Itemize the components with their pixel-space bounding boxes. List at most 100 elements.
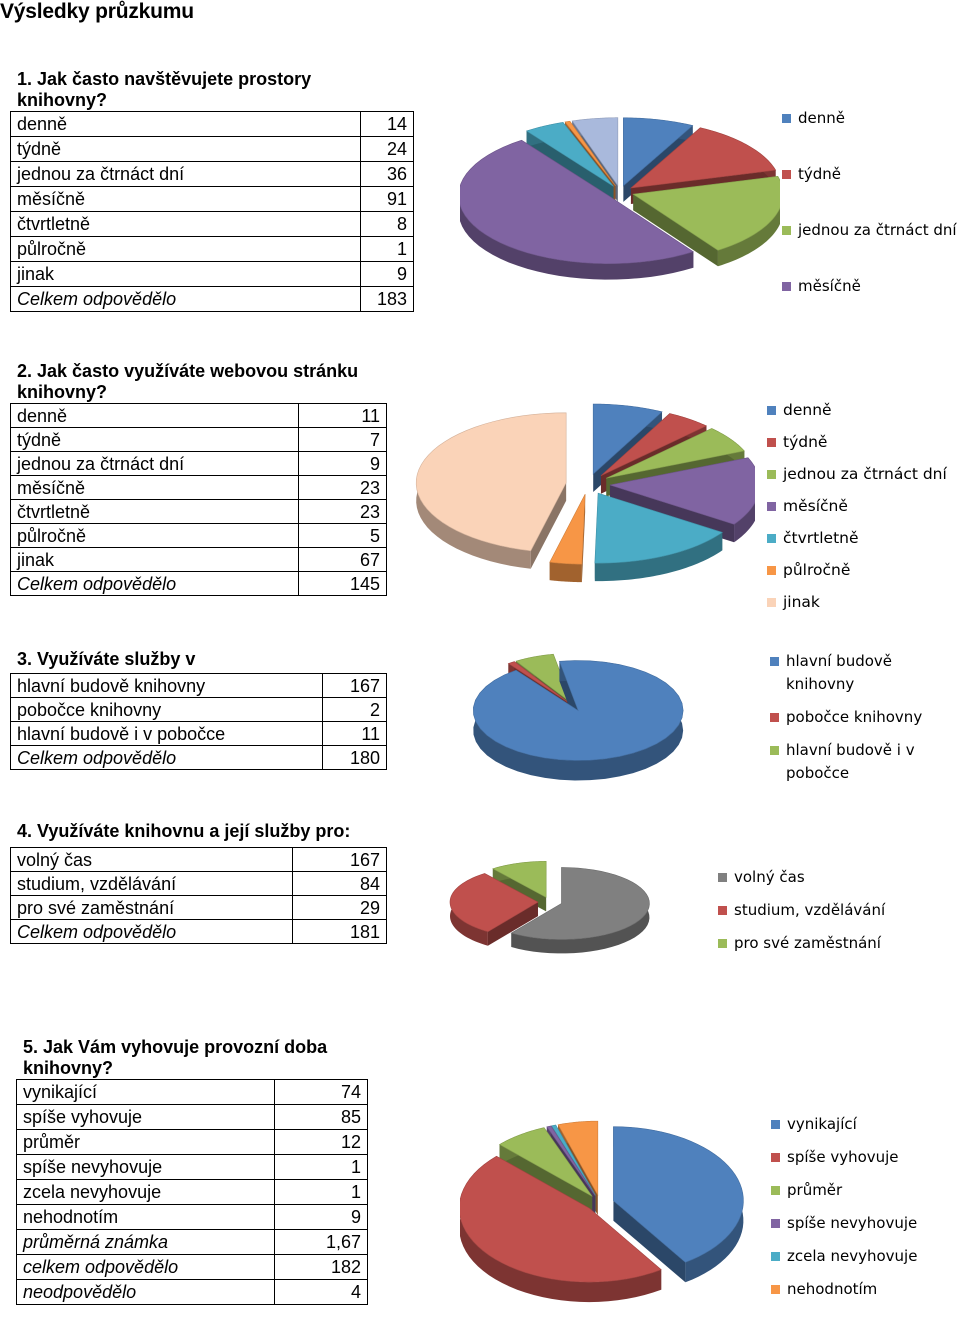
row-label: spíše nevyhovuje [16,1154,275,1180]
table-row: studium, vzdělávání 84 [10,871,387,896]
results-table: vynikající 74 spíše vyhovuje 85 průměr 12 spíš… [16,1079,368,1305]
legend-swatch [771,1219,780,1228]
legend-item: vynikající [771,1113,951,1136]
row-value: 29 [292,895,387,920]
row-value: 167 [322,673,387,698]
legend-item: hlavní budově i v pobočce [770,739,940,785]
legend-swatch [782,226,791,235]
table-row: pobočce knihovny 2 [10,697,387,722]
row-label: hlavní budově knihovny [10,673,323,698]
pie-chart-branches [473,653,684,781]
pie-slice [415,412,567,569]
pie-chart-opening-hours [460,1120,744,1303]
row-label: půlročně [10,236,361,262]
legend-label: studium, vzdělávání [734,901,886,919]
table-row: týdně 24 [10,136,414,162]
legend-item: jednou za čtrnáct dní [767,463,959,486]
legend-swatch [782,282,791,291]
legend-swatch [770,713,779,722]
row-value: 2 [322,697,387,722]
results-table: hlavní budově knihovny 167 pobočce knihovn… [10,673,387,770]
row-label: půlročně [10,523,299,548]
question-title: 5. Jak Vám vyhovuje provozní doba knihov… [23,1037,328,1078]
pie-slice [473,660,684,781]
table-row: hlavní budově i v pobočce 11 [10,721,387,746]
pie-slice [460,1155,662,1303]
legend-label: hlavní budově i v pobočce [786,741,915,782]
row-label: Celkem odpovědělo [10,919,293,944]
question-title: 3. Využíváte služby v [17,649,196,669]
row-value: 5 [298,523,387,548]
legend-swatch [767,566,776,575]
row-value: 1,67 [274,1229,368,1255]
table-row: denně 11 [10,403,387,428]
table-row: měsíčně 91 [10,186,414,212]
table-row: půlročně 1 [10,236,414,262]
legend-item: volný čas [718,866,918,889]
table-row: pro své zaměstnání 29 [10,895,387,920]
row-label: studium, vzdělávání [10,871,293,896]
table-row: jednou za čtrnáct dní 36 [10,161,414,187]
row-label: jinak [10,547,299,572]
legend-label: denně [783,401,832,419]
legend-swatch [767,438,776,447]
row-value: 1 [360,236,414,262]
legend-label: týdně [783,433,828,451]
row-value: 36 [360,161,414,187]
question-title: 1. Jak často navštěvujete prostory kniho… [17,69,312,110]
legend-swatch [718,906,727,915]
row-value: 183 [360,286,414,312]
pie-slice [460,139,695,280]
table-row: spíše vyhovuje 85 [16,1104,368,1130]
pie-slice [594,492,723,582]
legend-label: měsíčně [798,277,861,295]
row-label: denně [10,111,361,137]
row-value: 91 [360,186,414,212]
table-row: půlročně 5 [10,523,387,548]
row-value: 23 [298,475,387,500]
legend-item: nehodnotím [771,1278,951,1301]
legend-label: měsíčně [783,497,848,515]
legend-item: půlročně [767,559,959,582]
legend-label: jednou za čtrnáct dní [798,221,957,239]
row-label: Celkem odpovědělo [10,745,323,770]
chart-legend: denně týdně jednou za čtrnáct dní měsíčně [782,107,957,331]
table-row: hlavní budově knihovny 167 [10,673,387,698]
row-label: neodpovědělo [16,1279,275,1305]
table-row: denně 14 [10,111,414,137]
row-label: vynikající [16,1079,275,1105]
pie-slice [613,1126,744,1283]
row-value: 9 [298,451,387,476]
legend-label: denně [798,109,845,127]
row-value: 84 [292,871,387,896]
legend-swatch [767,598,776,607]
pie-slice [632,175,780,267]
row-value: 1 [274,1179,368,1205]
row-value: 11 [322,721,387,746]
row-value: 9 [360,261,414,287]
row-value: 7 [298,427,387,452]
legend-label: jinak [783,593,820,611]
legend-label: hlavní budově knihovny [786,652,893,693]
table-row: zcela nevyhovuje 1 [16,1179,368,1205]
table-row: spíše nevyhovuje 1 [16,1154,368,1180]
row-label: zcela nevyhovuje [16,1179,275,1205]
pie-slice [449,873,539,946]
question-2: 2. Jak často využíváte webovou stránku k… [10,361,387,596]
table-row: Celkem odpovědělo 181 [10,919,387,944]
legend-swatch [767,534,776,543]
legend-swatch [771,1186,780,1195]
row-value: 12 [274,1129,368,1155]
results-table: volný čas 167 studium, vzdělávání 84 pro své… [10,847,387,944]
legend-label: nehodnotím [787,1280,878,1298]
legend-item: zcela nevyhovuje [771,1245,951,1268]
question-4: 4. Využíváte knihovnu a její služby pro:… [10,821,387,944]
question-3: 3. Využíváte služby v hlavní budově knih… [10,649,387,770]
pie-slice [525,122,614,203]
row-label: hlavní budově i v pobočce [10,721,323,746]
row-label: měsíčně [10,475,299,500]
row-value: 67 [298,547,387,572]
legend-item: jinak [767,591,959,614]
legend-label: zcela nevyhovuje [787,1247,918,1265]
row-value: 180 [322,745,387,770]
